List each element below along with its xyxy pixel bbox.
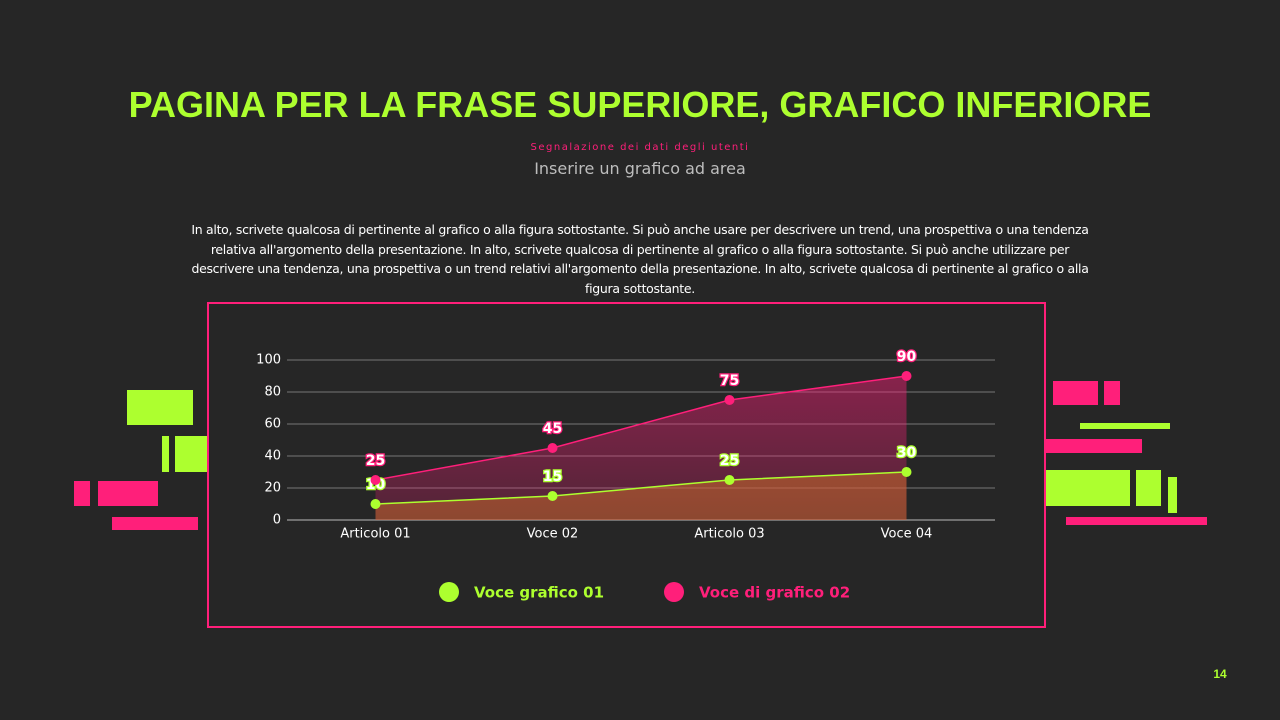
y-tick-label: 60 xyxy=(264,417,281,432)
data-label: 45 xyxy=(543,421,562,437)
title: PAGINA PER LA FRASE SUPERIORE, GRAFICO I… xyxy=(128,84,1152,125)
data-point xyxy=(370,475,381,485)
legend-swatch xyxy=(439,582,459,602)
data-label: 90 xyxy=(897,349,917,365)
y-tick-label: 100 xyxy=(256,353,281,368)
subtitle: Inserire un grafico ad area xyxy=(534,159,746,178)
data-point xyxy=(724,395,735,405)
data-label: 30 xyxy=(897,445,917,461)
y-tick-label: 0 xyxy=(273,513,281,528)
area-fill xyxy=(375,472,907,520)
data-label: 25 xyxy=(366,453,385,469)
y-tick-label: 80 xyxy=(264,385,281,400)
y-tick-label: 20 xyxy=(264,481,281,496)
body-text: In alto, scrivete qualcosa di pertinente… xyxy=(191,222,1089,296)
decoration xyxy=(74,381,1207,530)
page-number: 14 xyxy=(1213,667,1227,681)
x-tick-label: Articolo 03 xyxy=(694,527,764,542)
x-tick-label: Articolo 01 xyxy=(340,527,410,542)
data-point xyxy=(547,491,558,501)
data-point xyxy=(901,371,912,381)
data-point xyxy=(724,475,735,485)
data-label: 25 xyxy=(720,453,739,469)
legend-swatch xyxy=(664,582,684,602)
series-line xyxy=(375,375,907,481)
x-tick-label: Voce 02 xyxy=(527,527,579,542)
y-tick-label: 40 xyxy=(264,449,281,464)
legend-label: Voce grafico 01 xyxy=(474,584,604,602)
data-label: 75 xyxy=(720,373,739,389)
data-label: 15 xyxy=(543,469,562,485)
legend-label: Voce di grafico 02 xyxy=(699,584,850,602)
data-point xyxy=(901,467,912,477)
data-point xyxy=(370,499,381,509)
data-point xyxy=(547,443,558,453)
kicker: Segnalazione dei dati degli utenti xyxy=(530,142,750,153)
x-tick-label: Voce 04 xyxy=(881,527,933,542)
series-line xyxy=(375,471,907,505)
